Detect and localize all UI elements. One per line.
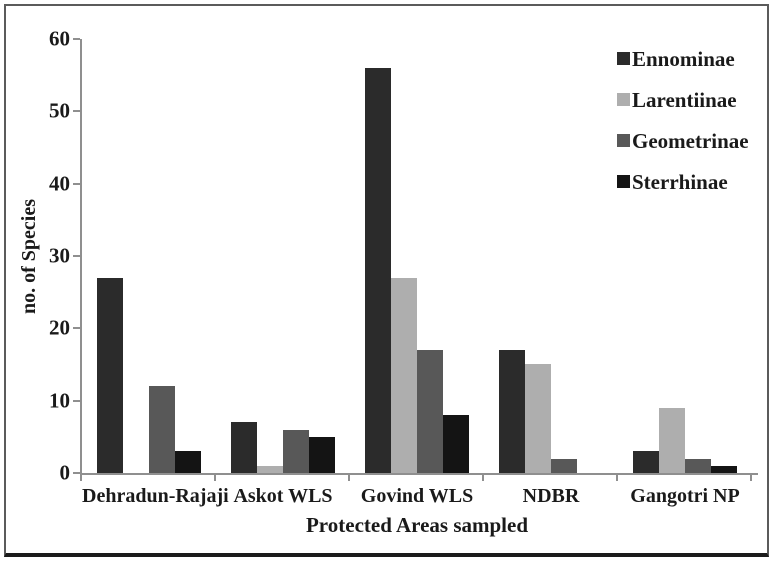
legend-label: Larentiinae [632, 88, 737, 112]
x-tick-mark [80, 475, 82, 481]
x-axis-line [80, 473, 758, 475]
bar [525, 364, 551, 473]
bar [711, 466, 737, 473]
bar-group [82, 39, 216, 473]
y-tick-label: 20 [49, 315, 70, 340]
bar-group [618, 39, 752, 473]
bar [443, 415, 469, 473]
legend-swatch-icon [617, 134, 630, 147]
chart-figure: no. of Species 0 10 20 30 40 50 60 Dehradun-Ra… [4, 4, 769, 557]
y-tick-mark [73, 327, 80, 330]
y-tick-label: 10 [49, 388, 70, 413]
bar [417, 350, 443, 473]
bars-area [82, 39, 752, 473]
x-category-label: Dehradun-Rajaji [82, 485, 229, 507]
x-category-label: Gangotri NP [630, 485, 740, 507]
bar [499, 350, 525, 473]
bar [685, 459, 711, 473]
y-tick-label: 50 [49, 98, 70, 123]
y-tick-mark [73, 255, 80, 257]
y-tick-mark [73, 399, 80, 402]
x-tick-mark [348, 475, 350, 481]
bar [231, 422, 257, 473]
bar [633, 451, 659, 473]
legend-label: Ennominae [632, 47, 735, 71]
legend-item: Larentiinae [617, 88, 749, 129]
bar-group [484, 39, 618, 473]
x-axis-title: Protected Areas sampled [305, 513, 529, 537]
bar [97, 278, 123, 473]
x-tick-mark [616, 475, 618, 481]
legend-swatch-icon [617, 175, 630, 188]
y-tick-mark [73, 472, 80, 474]
legend-swatch-icon [617, 52, 630, 65]
y-tick-mark [73, 38, 80, 40]
y-axis-line [80, 39, 82, 475]
bar [659, 408, 685, 473]
x-tick-mark [482, 475, 484, 481]
bar [257, 466, 283, 473]
legend-item: Ennominae [617, 47, 749, 88]
x-category-label: Askot WLS [233, 485, 333, 507]
bar [283, 430, 309, 473]
y-tick-label: 30 [49, 243, 70, 268]
x-tick-mark [214, 475, 216, 481]
bar [309, 437, 335, 473]
y-tick-mark [73, 182, 80, 185]
legend-swatch-icon [617, 93, 630, 106]
y-tick-label: 40 [49, 171, 70, 196]
bar [391, 278, 417, 473]
y-tick-label: 60 [49, 26, 70, 51]
bar [175, 451, 201, 473]
legend-label: Sterrhinae [632, 170, 728, 194]
y-tick-label: 0 [59, 460, 71, 485]
bar-group [350, 39, 484, 473]
legend-label: Geometrinae [632, 129, 749, 153]
legend-item: Sterrhinae [617, 170, 749, 211]
x-tick-mark [750, 475, 752, 481]
y-tick-mark [73, 110, 80, 113]
bar-group [216, 39, 350, 473]
legend-item: Geometrinae [617, 129, 749, 170]
bar [365, 68, 391, 473]
legend: Ennominae Larentiinae Geometrinae Sterrhina… [617, 47, 749, 211]
x-category-label: Govind WLS [360, 485, 474, 507]
bar [551, 459, 577, 473]
x-category-label: NDBR [522, 485, 580, 507]
bar [149, 386, 175, 473]
plot-region: no. of Species 0 10 20 30 40 50 60 Dehradun-Ra… [6, 6, 767, 553]
